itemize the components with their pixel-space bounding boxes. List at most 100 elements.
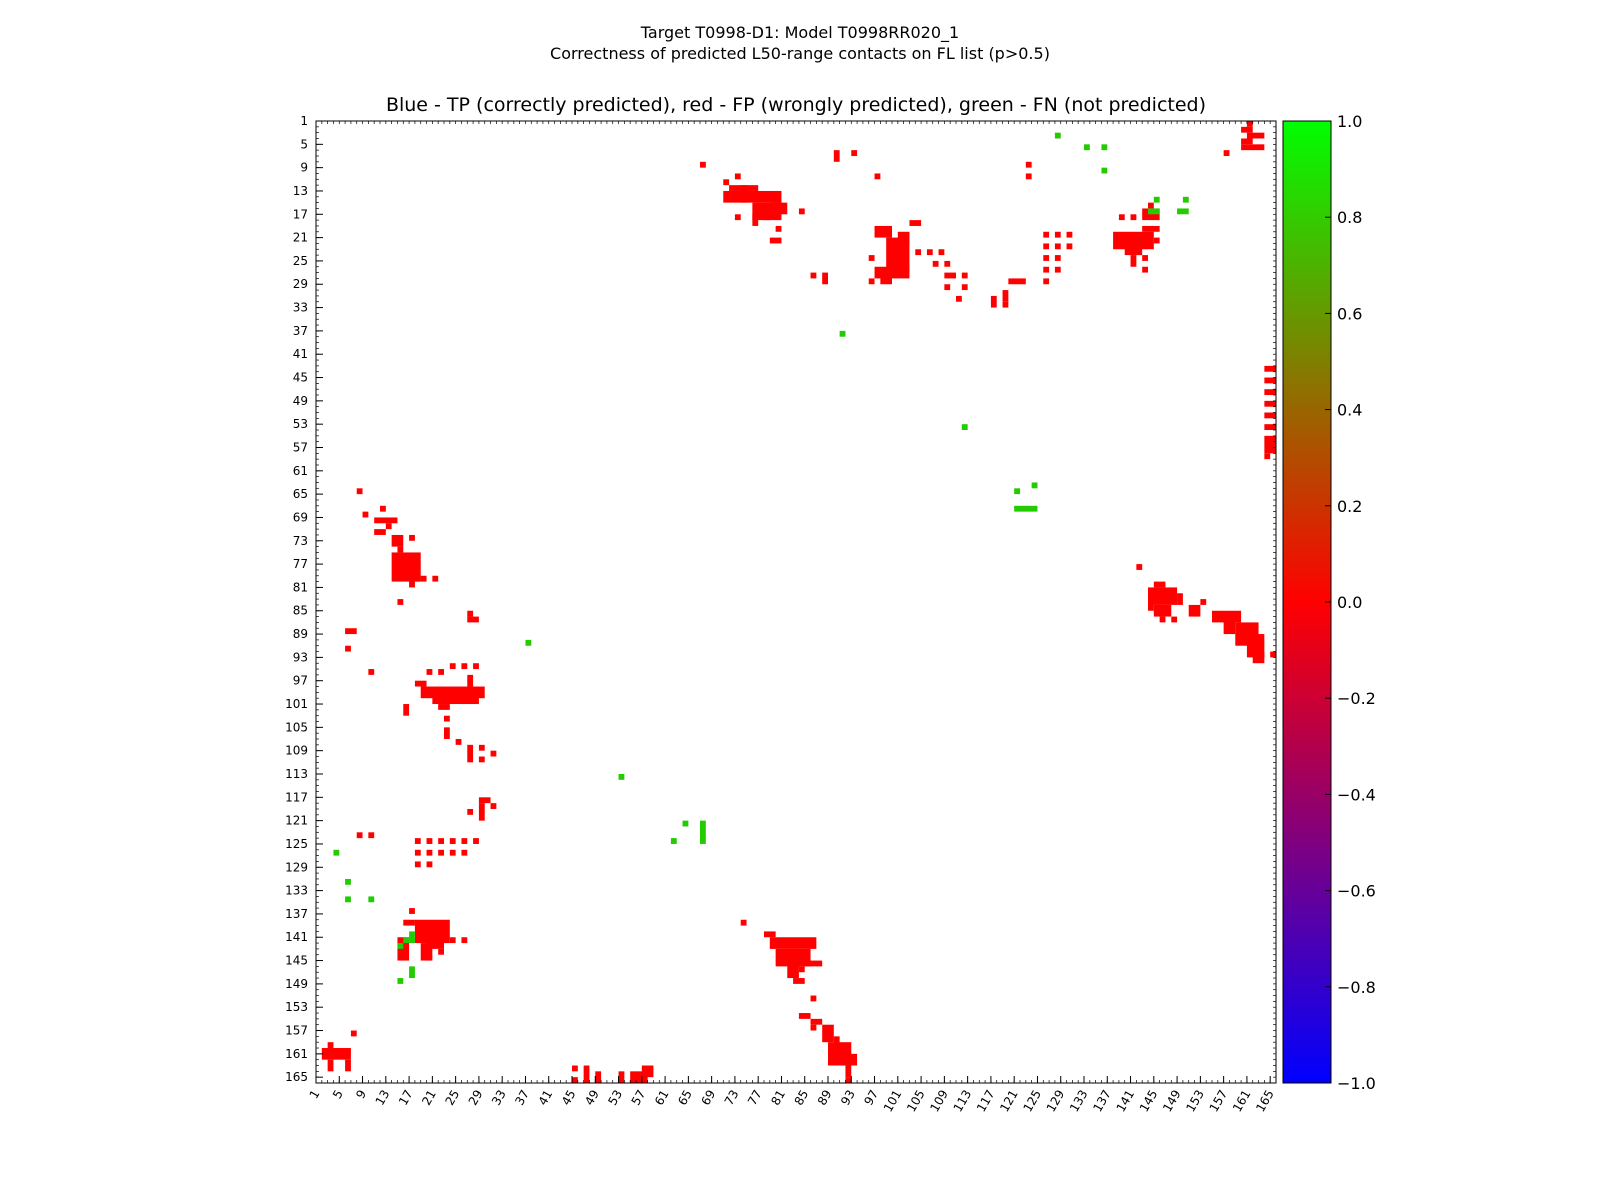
y-tick-label: 89: [293, 627, 308, 641]
fn-contact-cell: [1182, 196, 1189, 203]
x-tick-label: 89: [815, 1088, 835, 1108]
fp-contact-cell: [909, 220, 922, 226]
fn-contact-cell: [1014, 488, 1020, 495]
x-tick-label: 141: [1114, 1088, 1138, 1115]
fp-contact-cell: [810, 1018, 823, 1025]
fp-contact-cell: [345, 628, 357, 635]
x-tick-label: 33: [489, 1088, 509, 1108]
fp-contact-cell: [467, 610, 474, 617]
fp-contact-cell: [1130, 255, 1137, 267]
fn-contact-cell: [618, 773, 625, 780]
y-tick-label: 145: [285, 954, 308, 968]
fp-contact-cell: [764, 931, 776, 938]
fn-contact-cell: [1014, 505, 1038, 512]
fp-contact-cell: [874, 225, 892, 238]
fp-contact-cell: [1252, 651, 1265, 664]
fp-contact-cell: [432, 692, 479, 705]
fp-contact-cell: [1153, 237, 1160, 244]
fp-contact-cell: [1264, 400, 1276, 407]
x-tick-label: 145: [1137, 1088, 1161, 1115]
fn-contact-cell: [700, 820, 706, 844]
fp-contact-cell: [822, 1024, 834, 1043]
colorbar: 1.0 0.8 0.6 0.4 0.2 0.0 −0.2 −0.4 −0.6 −0.8 −1.0: [1282, 112, 1376, 1093]
fp-contact-cell: [1223, 150, 1230, 156]
fp-contact-cell: [409, 908, 415, 914]
x-tick-label: 157: [1207, 1088, 1231, 1115]
fp-contact-cell: [490, 803, 497, 809]
y-tick-label: 81: [293, 580, 308, 594]
y-tick-label: 105: [285, 720, 308, 734]
fp-contact-cell: [944, 260, 951, 267]
plot-title: Blue - TP (correctly predicted), red - F…: [385, 94, 1207, 116]
fp-contact-cell: [618, 1071, 625, 1083]
fp-contact-cell: [1148, 587, 1178, 605]
fp-contact-cell: [764, 214, 770, 221]
y-tick-label: 61: [293, 464, 308, 478]
fp-contact-cell: [409, 534, 415, 541]
fp-contact-cell: [1270, 651, 1276, 658]
fp-contact-cell: [833, 150, 840, 162]
x-tick-label: 165: [1253, 1088, 1277, 1115]
x-tick-label: 101: [881, 1088, 905, 1115]
fp-contact-cell: [478, 803, 485, 821]
fp-contact-cell: [1264, 453, 1271, 460]
fn-contact-cell: [1148, 208, 1160, 215]
fp-contact-cell: [868, 255, 875, 261]
x-tick-label: 129: [1044, 1088, 1068, 1115]
fp-contact-cell: [1223, 616, 1236, 635]
x-tick-label: 105: [904, 1088, 928, 1115]
fp-contact-cell: [1043, 231, 1050, 238]
x-tick-label: 61: [652, 1088, 672, 1108]
x-tick-label: 109: [927, 1088, 951, 1115]
fp-contact-cell: [897, 231, 910, 244]
fp-contact-cell: [1118, 214, 1125, 221]
fp-contact-cell: [449, 663, 456, 670]
fp-contact-cell: [1241, 126, 1253, 133]
fp-contact-cell: [1171, 616, 1178, 623]
fp-contact-cell: [595, 1071, 602, 1083]
fp-contact-cell: [350, 1030, 357, 1037]
fp-contact-cell: [438, 838, 444, 844]
y-tick-label: 49: [293, 394, 308, 408]
fp-contact-cell: [1054, 266, 1061, 273]
x-tick-label: 57: [629, 1088, 649, 1108]
fp-contact-cell: [1025, 173, 1032, 180]
x-tick-label: 125: [1020, 1088, 1044, 1115]
fn-contact-cell: [397, 943, 404, 949]
fp-contact-cell: [409, 564, 415, 588]
fp-contact-cell: [851, 150, 858, 156]
fp-contact-cell: [1264, 377, 1276, 384]
fp-contact-cell: [414, 575, 421, 582]
x-tick-label: 9: [353, 1088, 369, 1102]
fp-contact-cell: [1142, 255, 1148, 261]
fn-contact-cell: [409, 931, 415, 944]
fp-contact-cell: [810, 1024, 817, 1031]
fp-contact-cell: [478, 756, 485, 763]
fn-contact-cell: [1101, 144, 1108, 151]
fp-contact-cell: [461, 663, 468, 670]
fp-contact-cell: [798, 208, 805, 215]
x-tick-label: 25: [442, 1088, 462, 1108]
fp-contact-cell: [461, 838, 468, 844]
x-tick-label: 29: [466, 1088, 486, 1108]
fp-contact-cell: [426, 838, 433, 844]
fp-contact-cell: [478, 744, 485, 751]
fp-contact-cell: [787, 960, 799, 979]
fp-contact-cell: [449, 838, 456, 844]
fp-contact-cell: [1002, 290, 1009, 302]
fn-contact-cell: [345, 896, 351, 903]
fp-contact-cell: [1153, 581, 1166, 588]
fp-contact-cell: [356, 488, 363, 495]
colorbar-tick-label: 0.2: [1337, 497, 1362, 516]
y-tick-label: 117: [285, 790, 308, 804]
fp-contact-cell: [1264, 389, 1276, 396]
x-tick-label: 65: [675, 1088, 695, 1108]
fp-contact-cell: [1153, 604, 1172, 617]
fp-contact-cell: [810, 995, 817, 1002]
fn-contact-cell: [682, 820, 689, 827]
y-tick-label: 1: [300, 114, 308, 128]
fp-contact-cell: [1002, 301, 1009, 308]
y-tick-label: 57: [293, 440, 308, 454]
fp-contact-cell: [461, 849, 468, 856]
